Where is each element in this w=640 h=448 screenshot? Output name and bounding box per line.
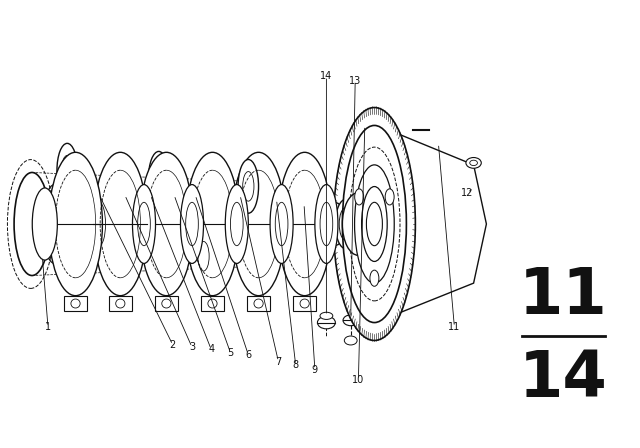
Polygon shape (247, 296, 270, 311)
Text: 14: 14 (320, 71, 333, 81)
Text: 6: 6 (245, 350, 252, 360)
Ellipse shape (278, 152, 332, 296)
Ellipse shape (57, 143, 77, 197)
Text: 4: 4 (208, 345, 214, 354)
Ellipse shape (333, 108, 415, 340)
Ellipse shape (342, 125, 406, 323)
Ellipse shape (180, 185, 204, 263)
Ellipse shape (370, 270, 379, 286)
Ellipse shape (385, 189, 394, 205)
Ellipse shape (315, 185, 338, 263)
Ellipse shape (232, 152, 285, 296)
Ellipse shape (343, 315, 358, 326)
Polygon shape (201, 296, 224, 311)
Ellipse shape (270, 185, 293, 263)
Ellipse shape (193, 229, 214, 283)
Text: 13: 13 (349, 76, 362, 86)
Ellipse shape (71, 299, 80, 308)
Text: 3: 3 (189, 342, 195, 352)
Ellipse shape (300, 299, 309, 308)
Ellipse shape (208, 299, 217, 308)
Polygon shape (155, 296, 178, 311)
Text: 12: 12 (461, 188, 474, 198)
Polygon shape (293, 296, 316, 311)
Ellipse shape (43, 185, 66, 263)
Text: 5: 5 (227, 348, 234, 358)
Polygon shape (109, 296, 132, 311)
Ellipse shape (355, 189, 364, 205)
Ellipse shape (102, 235, 122, 289)
Ellipse shape (225, 185, 248, 263)
Ellipse shape (344, 336, 357, 345)
Ellipse shape (466, 158, 481, 168)
Text: 7: 7 (275, 357, 282, 366)
Ellipse shape (320, 312, 333, 319)
Text: 10: 10 (352, 375, 365, 385)
Text: 2: 2 (170, 340, 176, 350)
Ellipse shape (362, 186, 387, 262)
Polygon shape (395, 134, 486, 314)
Ellipse shape (132, 185, 156, 263)
Ellipse shape (342, 193, 374, 255)
Ellipse shape (366, 202, 383, 246)
Ellipse shape (162, 299, 171, 308)
Text: 11: 11 (519, 265, 607, 327)
Ellipse shape (14, 172, 50, 276)
Text: 14: 14 (519, 348, 607, 409)
Ellipse shape (254, 299, 263, 308)
Ellipse shape (186, 152, 239, 296)
Ellipse shape (355, 165, 394, 283)
Ellipse shape (316, 202, 339, 246)
Text: 1: 1 (45, 322, 51, 332)
Ellipse shape (49, 152, 102, 296)
Ellipse shape (93, 152, 147, 296)
Ellipse shape (32, 188, 58, 260)
Ellipse shape (344, 196, 367, 252)
Text: 11: 11 (448, 322, 461, 332)
Ellipse shape (140, 152, 193, 296)
Ellipse shape (335, 199, 356, 249)
Ellipse shape (148, 151, 169, 205)
Text: 8: 8 (292, 360, 299, 370)
Ellipse shape (238, 159, 259, 213)
Text: 9: 9 (312, 365, 318, 375)
Ellipse shape (116, 299, 125, 308)
Ellipse shape (317, 316, 335, 329)
Ellipse shape (323, 202, 346, 246)
Polygon shape (64, 296, 87, 311)
Ellipse shape (470, 160, 477, 166)
Ellipse shape (88, 185, 111, 263)
